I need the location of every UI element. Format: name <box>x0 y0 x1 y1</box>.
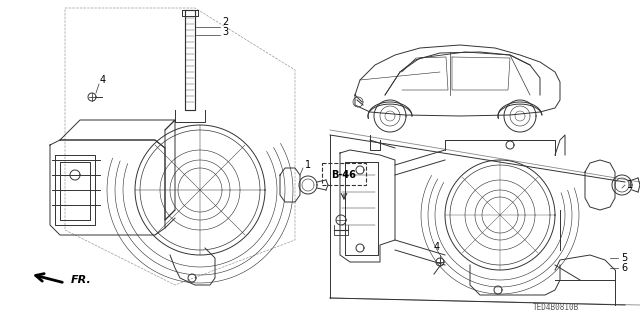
Text: 1: 1 <box>305 160 311 170</box>
Text: 4: 4 <box>100 75 106 85</box>
Text: TED4B0810B: TED4B0810B <box>533 303 579 313</box>
Text: 1: 1 <box>627 180 633 190</box>
Text: 4: 4 <box>434 242 440 252</box>
Text: 5: 5 <box>621 253 627 263</box>
Text: 2: 2 <box>222 17 228 27</box>
Text: 3: 3 <box>222 27 228 37</box>
Text: 6: 6 <box>621 263 627 273</box>
Text: FR.: FR. <box>71 275 92 285</box>
Text: B-46: B-46 <box>332 170 356 180</box>
Bar <box>322 163 366 185</box>
